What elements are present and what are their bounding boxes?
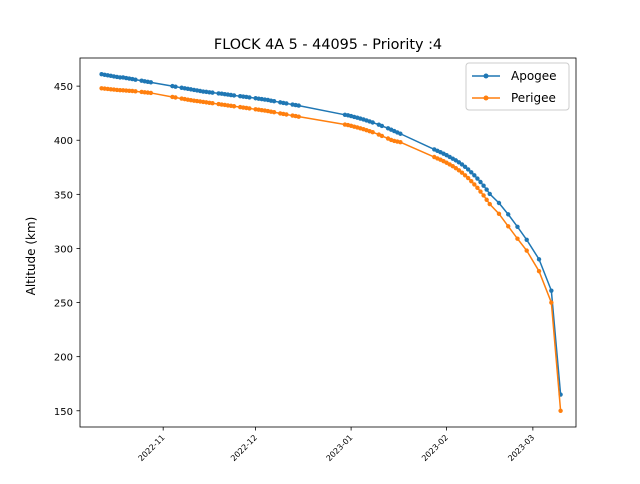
apogee-data-point [459,162,465,167]
y-axis-label: Altitude (km) [24,217,38,296]
perigee-data-point [462,173,468,178]
perigee-data-point [453,165,459,171]
perigee-data-point [210,101,215,106]
apogee-data-point [284,101,289,106]
y-tick-label: 400 [54,136,73,147]
apogee-data-point [472,173,477,178]
perigee-data-point [459,170,465,175]
y-tick-label: 250 [54,299,73,310]
legend-perigee-label: Perigee [511,91,556,105]
perigee-data-point [484,197,489,202]
perigee-data-point [496,211,502,217]
apogee-data-point [481,183,486,188]
apogee-data-point [231,93,237,98]
perigee-data-point [549,300,554,305]
y-tick-label: 350 [54,190,73,201]
apogee-data-point [456,160,462,165]
apogee-data-point [117,75,123,80]
perigee-data-point [515,236,520,241]
perigee-data-point [558,408,563,413]
y-tick-label: 450 [54,82,73,93]
plot-frame [79,57,577,428]
apogee-data-point [496,200,502,206]
perigee-data-point [478,189,483,194]
y-tick-label: 200 [54,353,73,364]
apogee-data-point [398,131,403,136]
legend: Apogee Perigee [465,62,570,111]
perigee-data-point [148,90,154,96]
legend-perigee-marker [483,95,489,101]
apogee-data-point [370,120,375,125]
apogee-data-point [148,80,154,85]
apogee-data-point [465,167,471,172]
apogee-data-point [247,95,252,100]
legend-apogee-label: Apogee [511,69,557,83]
perigee-data-point [469,178,474,184]
apogee-data-point [506,212,511,217]
perigee-data-point [370,130,375,135]
apogee-data-point [475,176,480,181]
perigee-data-point [506,224,511,229]
perigee-data-point [296,114,301,119]
apogee-data-point [379,123,385,129]
apogee-data-point [296,103,301,108]
perigee-data-point [524,248,529,253]
perigee-data-point [481,193,486,198]
apogee-data-point [210,90,215,95]
apogee-data-point [469,170,474,175]
perigee-data-point [379,133,385,139]
perigee-data-point [398,139,403,145]
perigee-data-point [475,185,480,191]
perigee-data-point [536,268,542,274]
apogee-data-point [173,84,178,89]
apogee-data-point [487,191,492,197]
perigee-data-point [472,182,477,187]
perigee-data-point [487,201,492,207]
perigee-data-point [133,89,138,94]
apogee-data-point [515,224,520,230]
apogee-data-point [536,257,542,262]
legend-apogee-marker [483,73,489,79]
perigee-data-point [271,110,277,115]
perigee-data-point [247,106,252,111]
perigee-data-point [284,112,289,117]
perigee-data-point [456,168,462,173]
apogee-data-point [271,98,277,104]
apogee-data-point [462,164,468,170]
perigee-data-point [465,175,471,181]
chart-title: FLOCK 4A 5 - 44095 - Priority :4 [214,37,442,53]
apogee-data-point [484,187,489,192]
y-tick-label: 150 [54,407,73,418]
y-tick-label: 300 [54,244,73,255]
apogee-data-point [133,77,138,82]
perigee-data-point [231,104,237,109]
apogee-data-point [549,288,554,293]
perigee-data-point [173,95,178,100]
apogee-data-point [524,237,529,242]
apogee-data-point [478,179,483,185]
